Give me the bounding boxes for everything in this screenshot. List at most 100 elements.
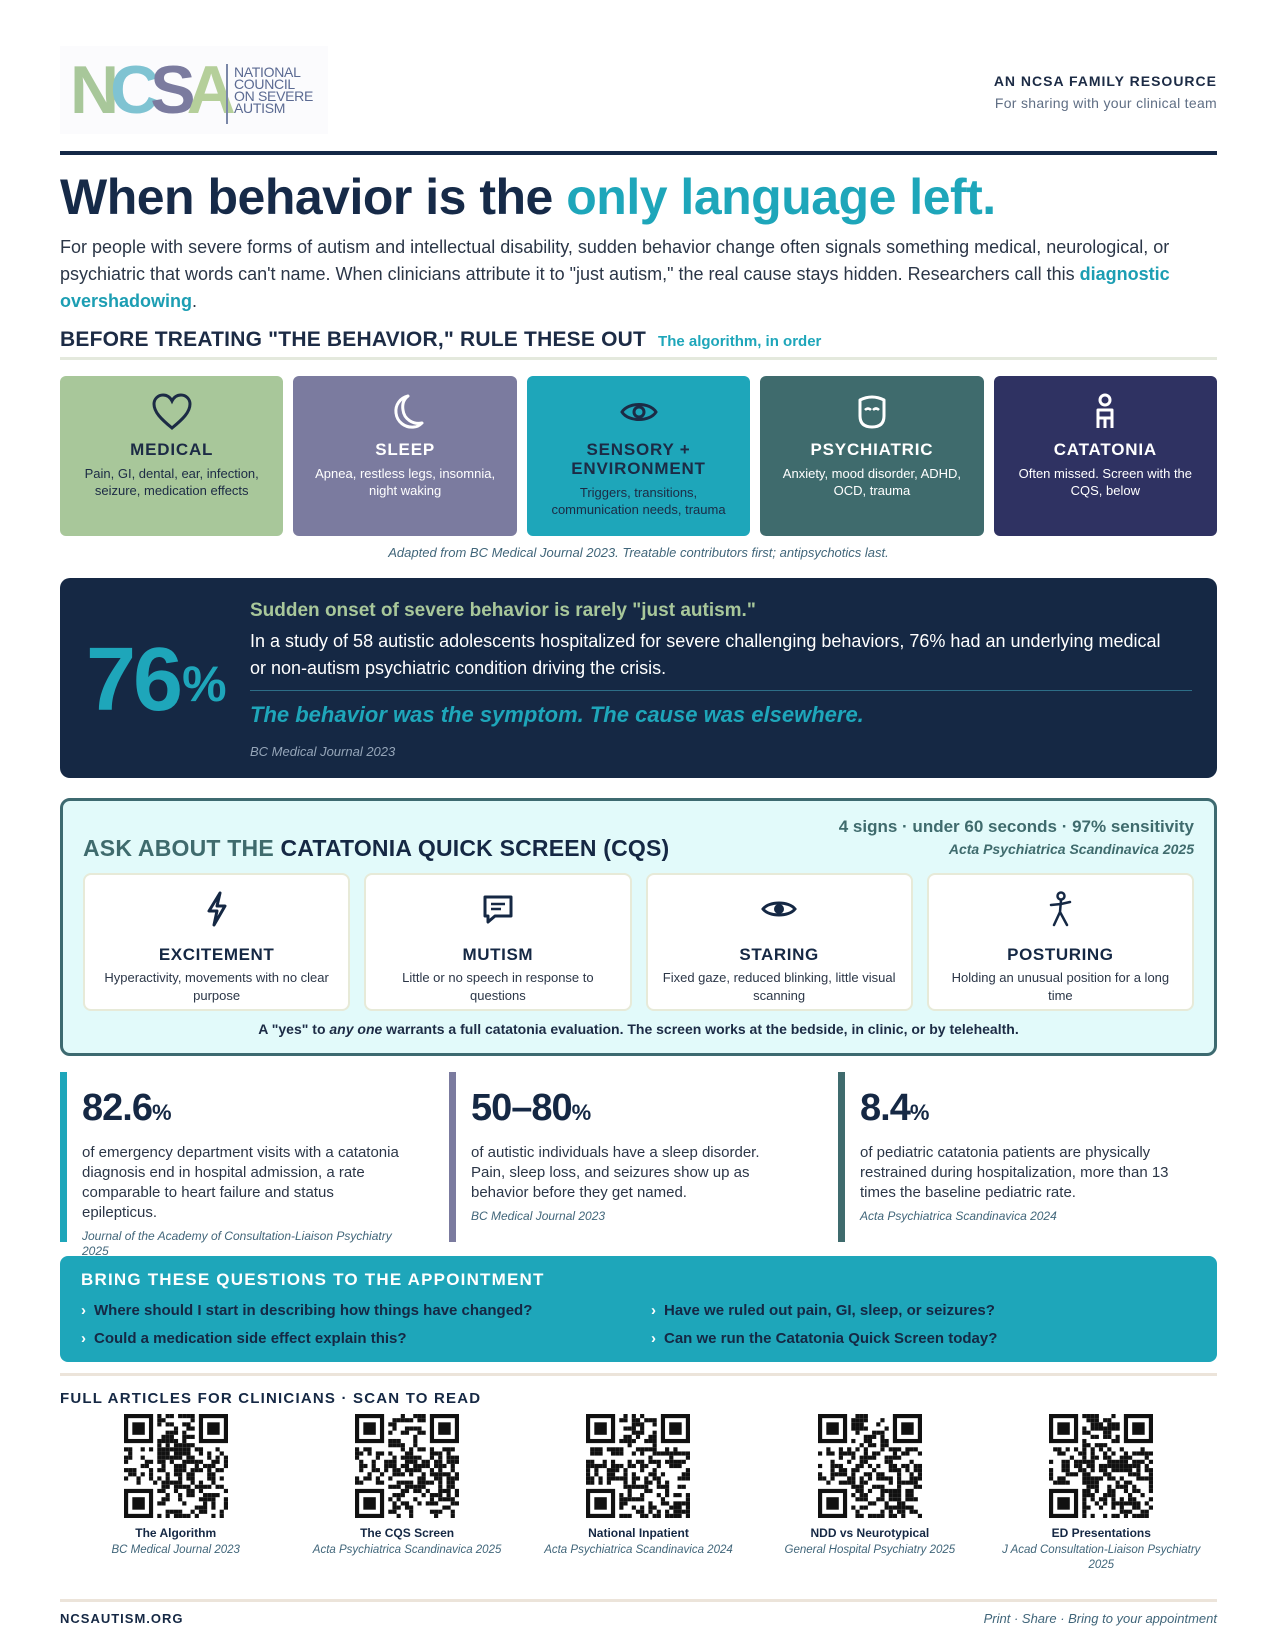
question-text: Could a medication side effect explain t…: [94, 1330, 407, 1347]
header-meta: AN NCSA FAMILY RESOURCE For sharing with…: [994, 73, 1217, 111]
stat-value: 82.6%: [82, 1086, 400, 1135]
stat-number: 50–80: [471, 1087, 573, 1129]
logo-letter-a: A: [186, 52, 236, 128]
stat-text: of emergency department visits with a ca…: [82, 1144, 399, 1221]
ncsa-logo: NCSA NATIONAL COUNCIL ON SEVERE AUTISM: [60, 46, 328, 134]
logo-word: ON SEVERE: [234, 88, 313, 104]
article-item[interactable]: The CQS Screen Acta Psychiatrica Scandin…: [291, 1414, 522, 1584]
question-item: › Can we run the Catatonia Quick Screen t…: [651, 1330, 1201, 1348]
stat-text: of autistic individuals have a sleep dis…: [471, 1144, 760, 1201]
qr-code-icon[interactable]: [123, 1414, 228, 1518]
card-title: PSYCHIATRIC: [810, 440, 934, 459]
footer-divider: [60, 1599, 1217, 1602]
sign-title: MUTISM: [462, 945, 534, 964]
moon-icon: [394, 394, 424, 429]
stat-number: 82.6: [82, 1087, 153, 1129]
questions-panel: BRING THESE QUESTIONS TO THE APPOINTMENT…: [60, 1256, 1217, 1362]
logo-wordmark: NATIONAL COUNCIL ON SEVERE AUTISM: [234, 64, 313, 116]
article-name: The Algorithm: [135, 1526, 217, 1540]
qr-code-icon[interactable]: [817, 1414, 922, 1518]
eye-icon: [619, 403, 658, 421]
stat-unit: %: [571, 1100, 592, 1125]
card-title: CATATONIA: [1053, 440, 1157, 459]
questions-list: › Where should I start in describing how …: [81, 1302, 1201, 1348]
article-name: NDD vs Neurotypical: [810, 1526, 930, 1540]
lightning-icon: [207, 891, 227, 927]
stat-sleep-disorder: 50–80% of autistic individuals have a sl…: [449, 1072, 789, 1242]
qr-code-icon[interactable]: [586, 1414, 691, 1518]
article-item[interactable]: The Algorithm BC Medical Journal 2023: [60, 1414, 291, 1584]
qr-code-icon[interactable]: [1049, 1414, 1154, 1518]
eye-icon: [761, 901, 798, 917]
stat-text: of pediatric catatonia patients are phys…: [860, 1144, 1169, 1201]
article-name: National Inpatient: [588, 1526, 689, 1540]
algorithm-caption: Adapted from BC Medical Journal 2023. Tr…: [388, 545, 889, 560]
algorithm-title: BEFORE TREATING "THE BEHAVIOR," RULE THE…: [60, 328, 647, 351]
stat-accent-bar: [838, 1072, 845, 1242]
article-name: ED Presentations: [1051, 1526, 1151, 1540]
chevron-right-icon: ›: [651, 1302, 656, 1319]
cqs-title: ASK ABOUT THE CATATONIA QUICK SCREEN (CQ…: [83, 835, 669, 862]
sign-posturing: POSTURING Holding an unusual position fo…: [926, 873, 1194, 1011]
stat-source: Journal of the Academy of Consultation-L…: [82, 1229, 392, 1258]
logo-letter-n: N: [70, 52, 119, 128]
article-item[interactable]: National Inpatient Acta Psychiatrica Sca…: [523, 1414, 754, 1584]
sign-mutism: MUTISM Little or no speech in response t…: [364, 873, 632, 1011]
stat-value: 8.4%: [860, 1086, 1178, 1135]
intro-end: .: [192, 291, 198, 311]
chevron-right-icon: ›: [81, 1330, 86, 1347]
cqs-meta-line: 4 signs · under 60 seconds · 97% sensiti…: [838, 817, 1194, 836]
cqs-title-lead: ASK ABOUT THE: [83, 835, 281, 861]
stat-accent-bar: [60, 1072, 67, 1242]
page-title: When behavior is the only language left.: [60, 168, 996, 226]
header-subtitle: For sharing with your clinical team: [994, 95, 1217, 111]
logo-word: AUTISM: [234, 100, 286, 116]
article-source: J Acad Consultation-Liaison Psychiatry 2…: [1002, 1544, 1201, 1571]
qr-code-icon[interactable]: [355, 1414, 460, 1518]
article-source: Acta Psychiatrica Scandinavica 2025: [312, 1544, 502, 1556]
face-icon: [858, 395, 886, 429]
card-title: SENSORY + ENVIRONMENT: [571, 440, 706, 478]
chevron-right-icon: ›: [81, 1302, 86, 1319]
stat-accent-bar: [449, 1072, 456, 1242]
logo-word: COUNCIL: [234, 76, 295, 92]
article-item[interactable]: ED Presentations J Acad Consultation-Lia…: [986, 1414, 1217, 1584]
stat-number: 8.4: [860, 1087, 911, 1129]
panel-divider: [250, 690, 1192, 691]
question-item: › Where should I start in describing how …: [81, 1302, 651, 1320]
cqs-title-main: CATATONIA QUICK SCREEN (CQS): [280, 835, 670, 861]
cqs-footer: A "yes" to any one warrants a full catat…: [63, 1021, 1214, 1037]
cqs-footer-em: any one: [329, 1021, 383, 1037]
title-accent: only language left.: [566, 169, 996, 225]
logo-divider: [226, 64, 228, 124]
card-desc: Pain, GI, dental, ear, infection, seizur…: [84, 466, 259, 498]
sign-desc: Little or no speech in response to quest…: [402, 970, 594, 1003]
heart-icon: [152, 393, 192, 430]
stat-source: Acta Psychiatrica Scandinavica 2024: [860, 1209, 1057, 1223]
cqs-footer-pre: A "yes" to: [258, 1021, 330, 1037]
article-source: Acta Psychiatrica Scandinavica 2024: [544, 1544, 733, 1556]
footer-website[interactable]: NCSAUTISM.ORG: [60, 1611, 184, 1626]
cqs-signs: EXCITEMENT Hyperactivity, movements with…: [83, 873, 1194, 1011]
card-sensory-environment: SENSORY + ENVIRONMENT Triggers, transiti…: [526, 376, 751, 536]
big-stat-unit: %: [182, 656, 227, 712]
cqs-meta-source: Acta Psychiatrica Scandinavica 2025: [948, 841, 1194, 857]
card-title: MEDICAL: [130, 440, 214, 459]
logo-word: NATIONAL: [234, 64, 301, 80]
chevron-right-icon: ›: [651, 1330, 656, 1347]
question-item: › Have we ruled out pain, GI, sleep, or s…: [651, 1302, 1201, 1320]
algorithm-cards: MEDICAL Pain, GI, dental, ear, infection…: [60, 376, 1218, 536]
big-stat: 76%: [86, 630, 227, 730]
panel-heading: Sudden onset of severe behavior is rarel…: [250, 600, 756, 621]
header-kicker: AN NCSA FAMILY RESOURCE: [993, 73, 1217, 89]
card-psychiatric: PSYCHIATRIC Anxiety, mood disorder, ADHD…: [760, 376, 984, 536]
card-title: SLEEP: [375, 440, 435, 459]
logo-letters: NCSA: [70, 52, 236, 128]
stat-ed-admission: 82.6% of emergency department visits wit…: [60, 1072, 400, 1258]
section-divider: [60, 357, 1217, 360]
sign-title: STARING: [739, 945, 819, 964]
article-item[interactable]: NDD vs Neurotypical General Hospital Psy…: [754, 1414, 985, 1584]
panel-source: BC Medical Journal 2023: [250, 744, 396, 759]
intro-text: For people with severe forms of autism a…: [60, 237, 1170, 284]
panel-body: In a study of 58 autistic adolescents ho…: [250, 631, 1161, 678]
